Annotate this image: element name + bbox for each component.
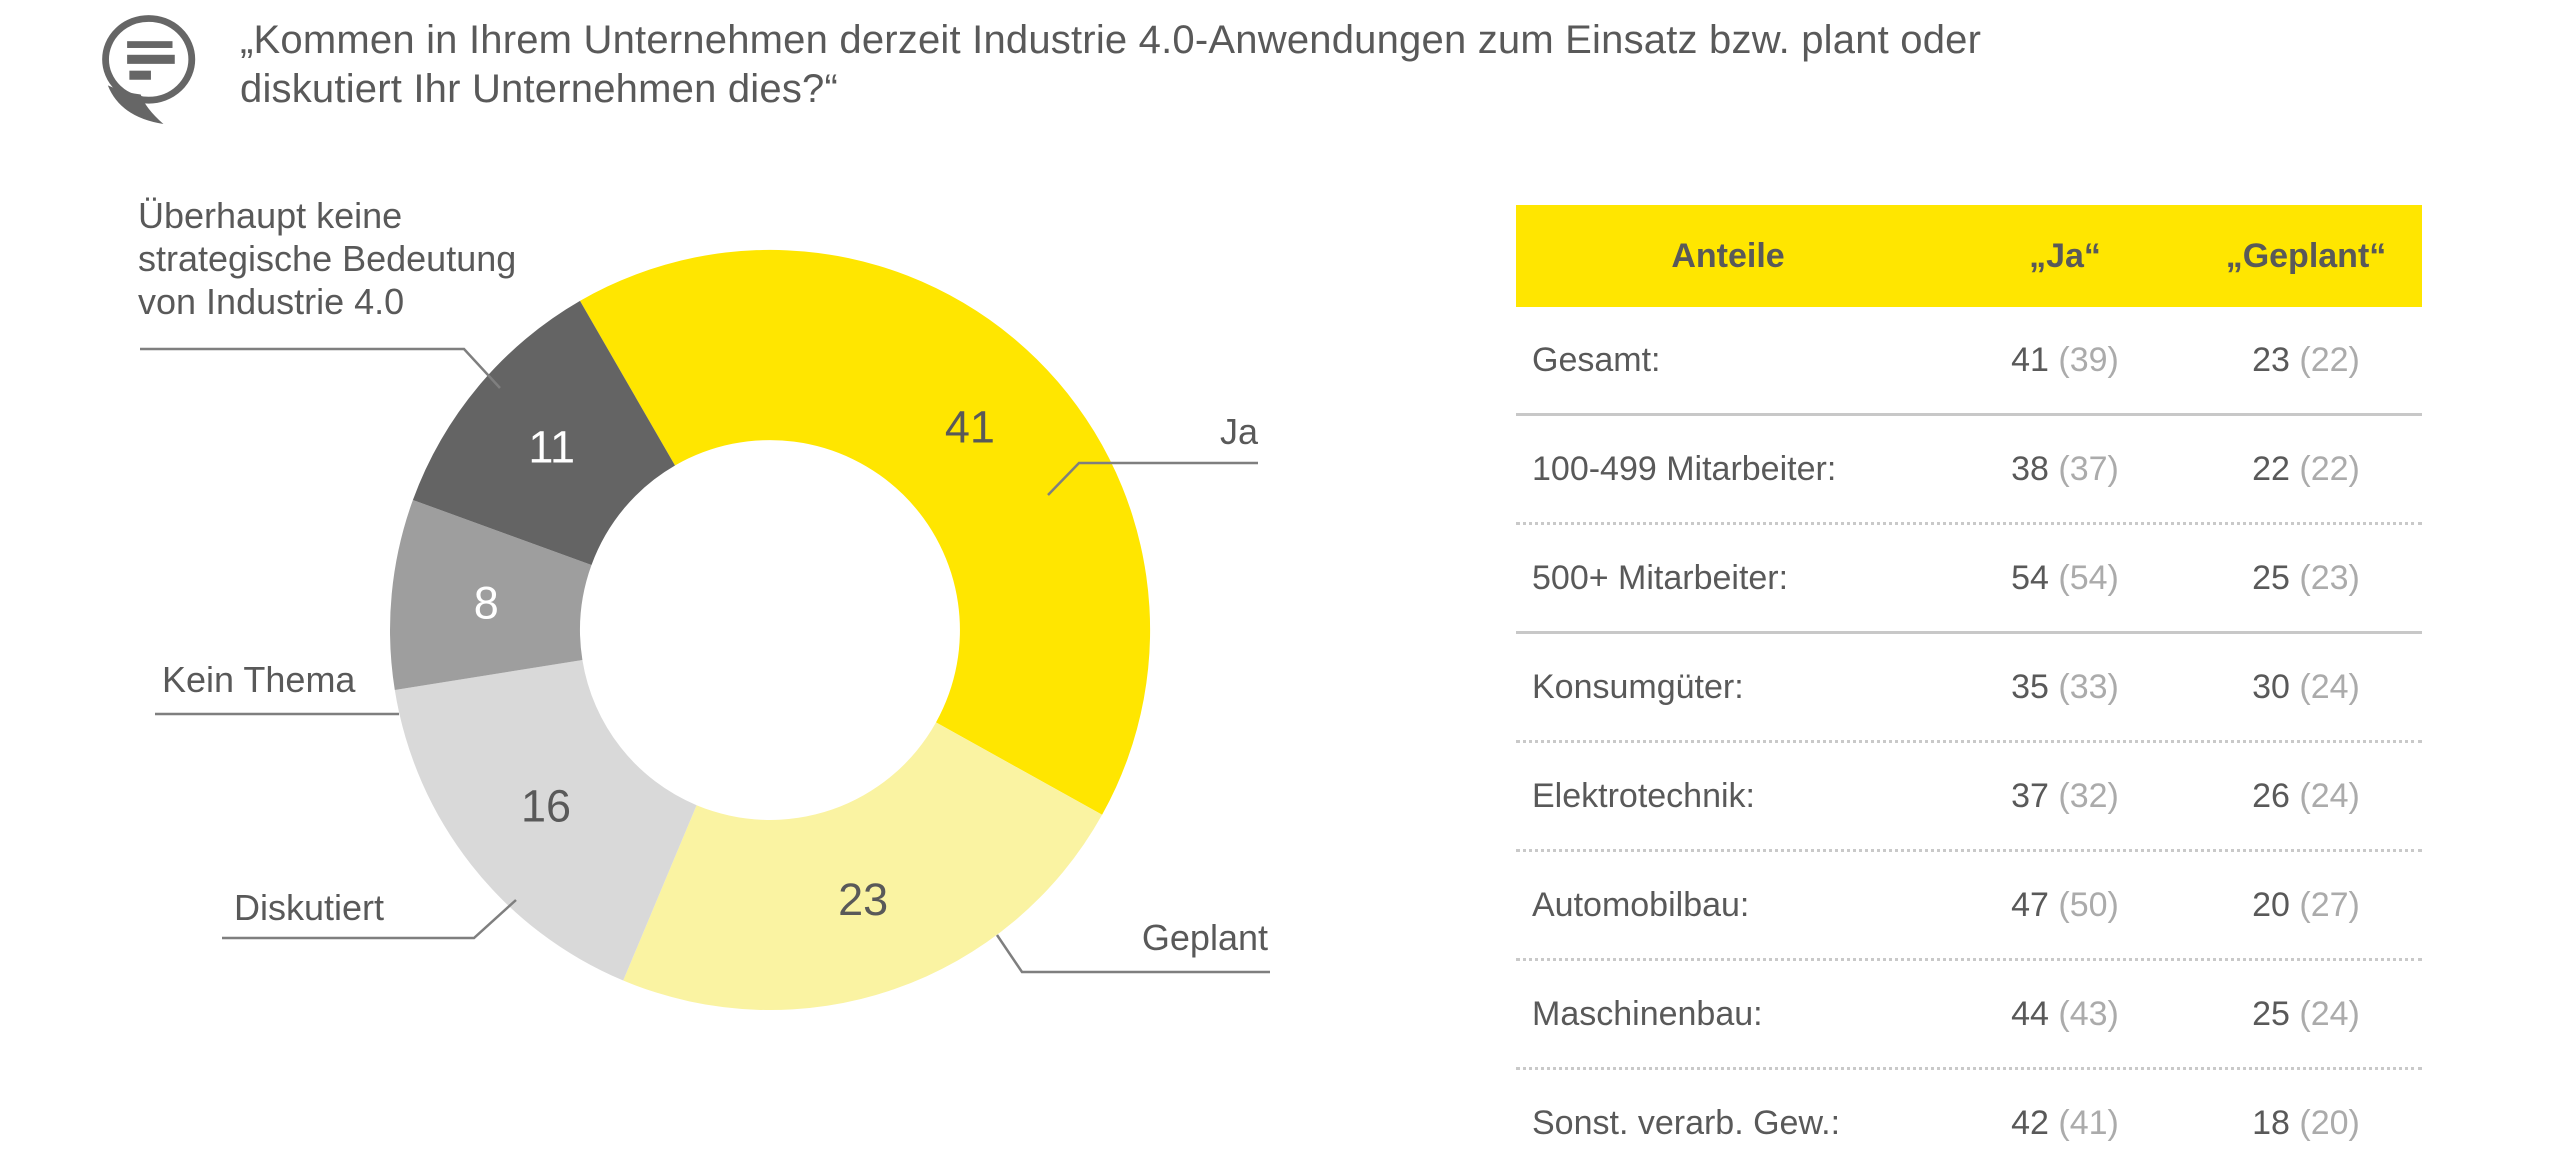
- cell-ja: 35 (33): [1940, 668, 2190, 707]
- segment-label-diskutiert: Diskutiert: [234, 887, 385, 928]
- value-current: 18: [2252, 1103, 2290, 1142]
- row-label: 100-499 Mitarbeiter:: [1532, 449, 1837, 488]
- value-current: 42: [2011, 1103, 2049, 1142]
- value-previous: (24): [2289, 994, 2360, 1033]
- anteile-table: Anteile „Ja“ „Geplant“ Gesamt: 41 (39) 23 …: [1516, 205, 2422, 1165]
- leader-line-geplant: [995, 934, 1270, 974]
- value-current: 22: [2252, 449, 2290, 488]
- value-current: 37: [2011, 776, 2049, 815]
- value-previous: (32): [2048, 776, 2119, 815]
- donut-value-label: 41: [945, 401, 995, 452]
- row-label: Konsumgüter:: [1532, 667, 1744, 706]
- cell-geplant: 22 (22): [2190, 450, 2422, 489]
- cell-ja: 44 (43): [1940, 995, 2190, 1034]
- table-header-row: Anteile „Ja“ „Geplant“: [1516, 205, 2422, 307]
- value-previous: (39): [2048, 340, 2119, 379]
- value-previous: (24): [2289, 776, 2360, 815]
- row-label: Gesamt:: [1532, 340, 1661, 379]
- donut-value-label: 23: [838, 874, 888, 925]
- donut-value-label: 8: [474, 577, 499, 628]
- cell-geplant: 26 (24): [2190, 777, 2422, 816]
- leader-line-diskutiert: [222, 899, 517, 940]
- segment-label-geplant: Geplant: [1141, 917, 1268, 958]
- value-previous: (50): [2048, 885, 2119, 924]
- cell-geplant: 30 (24): [2190, 668, 2422, 707]
- cell-ja: 41 (39): [1940, 341, 2190, 380]
- value-current: 30: [2252, 667, 2290, 706]
- table-header-geplant: „Geplant“: [2225, 236, 2387, 275]
- table-row: 100-499 Mitarbeiter: 38 (37) 22 (22): [1516, 416, 2422, 525]
- speech-bubble-tail: [107, 85, 164, 124]
- value-previous: (20): [2289, 1103, 2360, 1142]
- row-label: Automobilbau:: [1532, 885, 1750, 924]
- cell-geplant: 18 (20): [2190, 1104, 2422, 1143]
- cell-geplant: 23 (22): [2190, 341, 2422, 380]
- segment-label-ueberhaupt: Überhaupt keine strategische Bedeutung v…: [138, 195, 517, 322]
- table-row: Konsumgüter: 35 (33) 30 (24): [1516, 634, 2422, 743]
- table-row: 500+ Mitarbeiter: 54 (54) 25 (23): [1516, 525, 2422, 634]
- value-previous: (22): [2289, 449, 2360, 488]
- table-row: Gesamt: 41 (39) 23 (22): [1516, 307, 2422, 416]
- cell-geplant: 25 (23): [2190, 559, 2422, 598]
- donut-segment-2: [394, 660, 697, 981]
- row-label: Elektrotechnik:: [1532, 776, 1755, 815]
- donut-segment-4: [412, 300, 675, 565]
- value-previous: (22): [2289, 340, 2360, 379]
- value-current: 41: [2011, 340, 2049, 379]
- title-line-2: diskutiert Ihr Unternehmen dies?“: [240, 67, 838, 111]
- leader-line-ueberhaupt: [140, 347, 501, 389]
- value-previous: (33): [2048, 667, 2119, 706]
- donut-value-label: 16: [521, 781, 571, 832]
- value-current: 20: [2252, 885, 2290, 924]
- value-current: 25: [2252, 558, 2290, 597]
- value-previous: (24): [2289, 667, 2360, 706]
- cell-ja: 38 (37): [1940, 450, 2190, 489]
- donut-segment-3: [390, 500, 592, 690]
- value-current: 35: [2011, 667, 2049, 706]
- value-previous: (43): [2048, 994, 2119, 1033]
- cell-ja: 37 (32): [1940, 777, 2190, 816]
- value-current: 54: [2011, 558, 2049, 597]
- value-current: 38: [2011, 449, 2049, 488]
- value-current: 44: [2011, 994, 2049, 1033]
- value-previous: (37): [2048, 449, 2119, 488]
- cell-geplant: 20 (27): [2190, 886, 2422, 925]
- table-row: Sonst. verarb. Gew.: 42 (41) 18 (20): [1516, 1070, 2422, 1165]
- speech-bubble-icon: [102, 15, 196, 124]
- donut-value-label: 11: [528, 421, 575, 472]
- table-row: Elektrotechnik: 37 (32) 26 (24): [1516, 743, 2422, 852]
- donut-segment-1: [623, 722, 1103, 1011]
- cell-ja: 54 (54): [1940, 559, 2190, 598]
- table-header-anteile: Anteile: [1671, 236, 1785, 275]
- value-previous: (23): [2289, 558, 2360, 597]
- row-label: Sonst. verarb. Gew.:: [1532, 1103, 1841, 1142]
- donut-segments: 41 23 16 8 11: [390, 249, 1151, 1011]
- value-previous: (27): [2289, 885, 2360, 924]
- table-row: Automobilbau: 47 (50) 20 (27): [1516, 852, 2422, 961]
- title-line-1: „Kommen in Ihrem Unternehmen derzeit Ind…: [240, 18, 1982, 62]
- value-current: 23: [2252, 340, 2290, 379]
- cell-ja: 47 (50): [1940, 886, 2190, 925]
- segment-label-ja: Ja: [1219, 411, 1258, 452]
- row-label: 500+ Mitarbeiter:: [1532, 558, 1789, 597]
- cell-ja: 42 (41): [1940, 1104, 2190, 1143]
- value-current: 47: [2011, 885, 2049, 924]
- leader-line-ja: [1047, 461, 1258, 496]
- table-header-ja: „Ja“: [2029, 236, 2101, 275]
- table-body: Gesamt: 41 (39) 23 (22) 100-499 Mitarbeiter…: [1516, 307, 2422, 1165]
- segment-label-kein-thema: Kein Thema: [162, 659, 356, 700]
- table-row: Maschinenbau: 44 (43) 25 (24): [1516, 961, 2422, 1070]
- page-title: „Kommen in Ihrem Unternehmen derzeit Ind…: [240, 16, 2080, 114]
- value-current: 26: [2252, 776, 2290, 815]
- donut-segment-0: [580, 249, 1151, 815]
- cell-geplant: 25 (24): [2190, 995, 2422, 1034]
- value-previous: (41): [2048, 1103, 2119, 1142]
- row-label: Maschinenbau:: [1532, 994, 1763, 1033]
- value-previous: (54): [2048, 558, 2119, 597]
- value-current: 25: [2252, 994, 2290, 1033]
